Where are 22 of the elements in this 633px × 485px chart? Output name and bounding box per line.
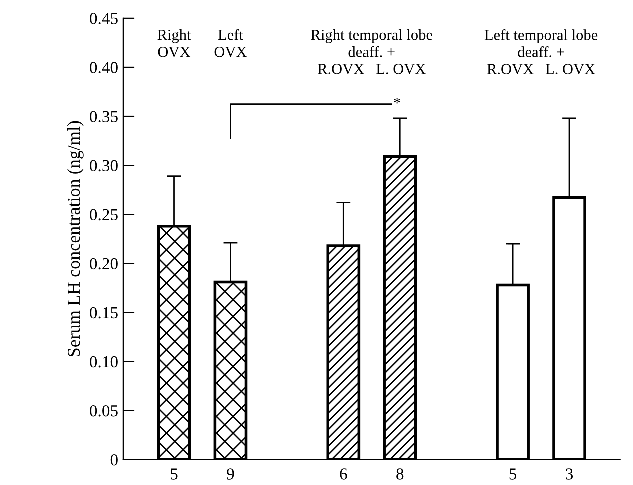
- annotation: *: [394, 98, 400, 104]
- x-tick-label: 9: [227, 468, 234, 480]
- annotation: Left OVX: [214, 29, 247, 58]
- y-tick-label: 0.15: [90, 307, 118, 319]
- y-axis-title: Serum LH concentration (ng/ml): [67, 121, 84, 356]
- y-tick-label: 0.35: [90, 111, 118, 123]
- y-tick-label: 0.25: [90, 209, 118, 221]
- y-tick-label: 0.40: [90, 62, 118, 74]
- x-tick-label: 3: [566, 468, 574, 480]
- y-tick-label: 0.20: [90, 258, 118, 270]
- x-tick-label: 8: [396, 468, 404, 480]
- annotation: Left temporal lobe deaff. + R.OVX L. OVX: [484, 29, 598, 75]
- y-tick-label: 0.45: [90, 13, 118, 24]
- x-tick-label: 5: [171, 468, 178, 480]
- annotation: Right temporal lobe deaff. + R.OVX L. OVX: [311, 29, 432, 74]
- x-tick-label: 5: [510, 468, 517, 480]
- y-tick-label: 0: [110, 454, 118, 466]
- y-tick-label: 0.30: [90, 160, 118, 172]
- x-tick-label: 6: [340, 468, 348, 480]
- y-tick-label: 0.05: [90, 405, 118, 417]
- annotation: Right OVX: [158, 29, 192, 58]
- y-tick-label: 0.10: [90, 356, 118, 368]
